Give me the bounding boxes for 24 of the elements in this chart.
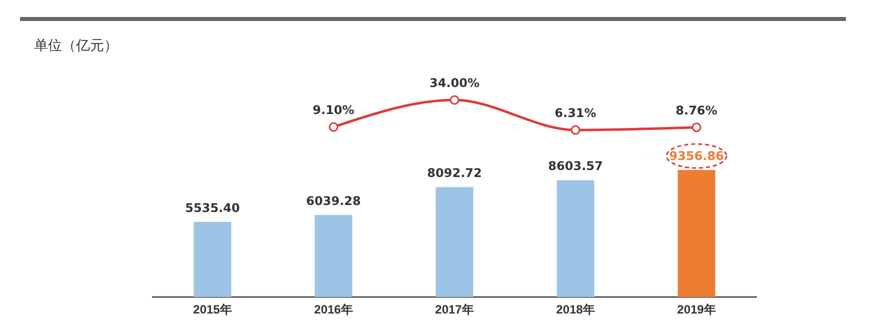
text: 单位（亿元） (34, 38, 118, 54)
point (692, 122, 702, 132)
x-tick-label: 2015年 (193, 302, 232, 317)
data-label: 5535.40 (185, 200, 240, 215)
bar (194, 222, 232, 297)
data-label: 8.76% (676, 103, 718, 118)
data-label: 34.00% (430, 76, 480, 90)
data-label: 9356.86 (669, 149, 724, 163)
data-label: 8603.57 (548, 159, 603, 174)
data-label: 6039.28 (306, 194, 361, 208)
data-label: 8092.72 (427, 166, 482, 180)
point (570, 125, 580, 135)
point (328, 122, 338, 132)
x-tick-label: 2018年 (556, 302, 595, 317)
bar (314, 215, 352, 297)
bar (678, 170, 716, 297)
data-label: 6.31% (554, 106, 596, 120)
x-tick-label: 2019年 (677, 302, 716, 317)
x-tick-label: 2016年 (314, 302, 353, 317)
data-label: 9.10% (312, 102, 354, 117)
x-tick-label: 2017年 (435, 302, 474, 317)
bar (436, 187, 474, 297)
bar (556, 180, 594, 297)
point (450, 95, 460, 105)
